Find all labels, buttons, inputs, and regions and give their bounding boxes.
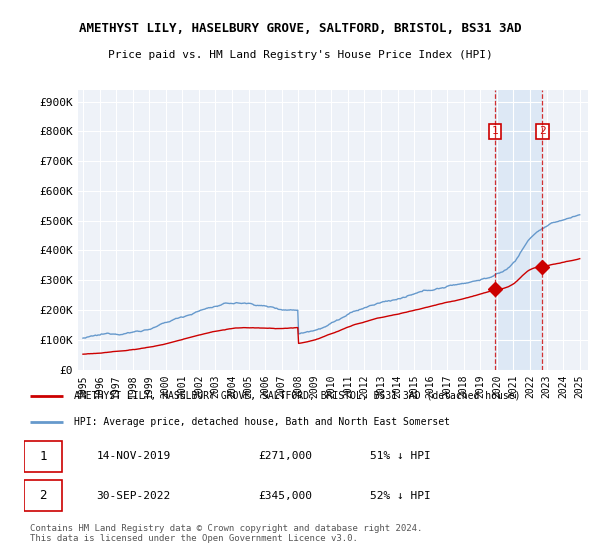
Text: £345,000: £345,000 xyxy=(259,491,313,501)
Bar xyxy=(495,90,542,370)
Text: Price paid vs. HM Land Registry's House Price Index (HPI): Price paid vs. HM Land Registry's House … xyxy=(107,50,493,60)
Text: 1: 1 xyxy=(39,450,47,463)
Text: 14-NOV-2019: 14-NOV-2019 xyxy=(97,451,171,461)
Text: 2: 2 xyxy=(539,127,546,136)
Text: 1: 1 xyxy=(491,127,498,136)
Bar xyxy=(24,441,62,472)
Bar xyxy=(24,480,62,511)
Text: 2: 2 xyxy=(39,489,47,502)
Text: AMETHYST LILY, HASELBURY GROVE, SALTFORD, BRISTOL, BS31 3AD: AMETHYST LILY, HASELBURY GROVE, SALTFORD… xyxy=(79,22,521,35)
Text: 52% ↓ HPI: 52% ↓ HPI xyxy=(370,491,431,501)
Text: Contains HM Land Registry data © Crown copyright and database right 2024.
This d: Contains HM Land Registry data © Crown c… xyxy=(30,524,422,543)
Text: HPI: Average price, detached house, Bath and North East Somerset: HPI: Average price, detached house, Bath… xyxy=(74,417,450,427)
Text: 30-SEP-2022: 30-SEP-2022 xyxy=(97,491,171,501)
Text: AMETHYST LILY, HASELBURY GROVE, SALTFORD, BRISTOL, BS31 3AD (detached house): AMETHYST LILY, HASELBURY GROVE, SALTFORD… xyxy=(74,391,521,401)
Text: 51% ↓ HPI: 51% ↓ HPI xyxy=(370,451,431,461)
Text: £271,000: £271,000 xyxy=(259,451,313,461)
